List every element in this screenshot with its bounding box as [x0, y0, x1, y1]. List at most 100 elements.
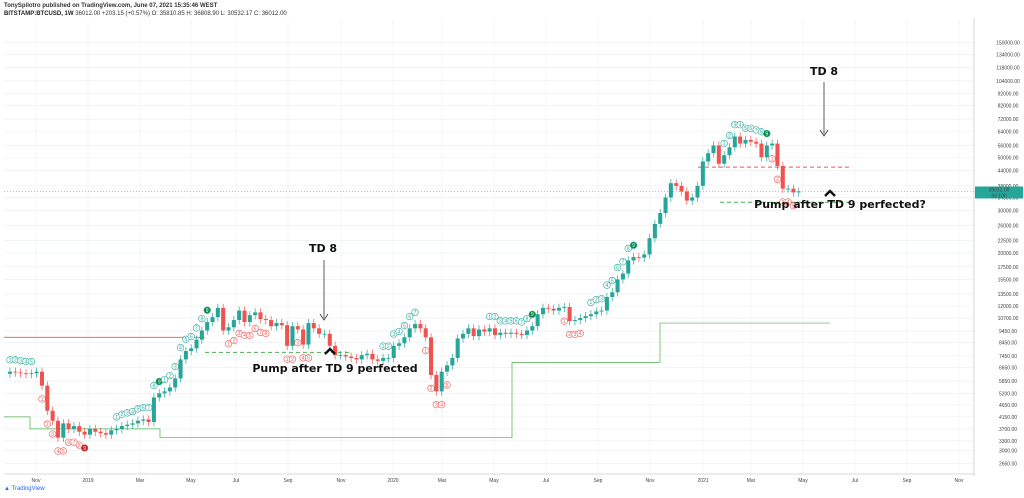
- candle-body: [626, 260, 631, 274]
- candle-body: [397, 343, 402, 346]
- candle-body: [706, 153, 711, 162]
- candle-body: [546, 307, 551, 309]
- td-count-number: 9: [765, 131, 768, 137]
- candle-body: [450, 357, 455, 366]
- candle-body: [87, 428, 92, 435]
- candle-body: [189, 348, 194, 352]
- td-count-number: 5: [30, 359, 33, 365]
- candle-body: [647, 238, 652, 255]
- td-count-marker: [288, 355, 297, 363]
- td-count-number: 4: [504, 319, 507, 325]
- td-count-marker: [763, 130, 771, 138]
- candle-body: [572, 320, 577, 322]
- candle-body: [285, 325, 290, 346]
- candle-body: [13, 371, 18, 373]
- x-tick-label: Nov: [955, 478, 964, 484]
- td-count-number: 4: [131, 409, 134, 415]
- candle-body: [738, 136, 743, 144]
- y-tick-label: 64000.00: [998, 130, 1019, 136]
- candle-body: [322, 333, 327, 335]
- td-count-marker: [560, 317, 568, 325]
- chart-header: TonySpilotro published on TradingView.co…: [4, 2, 287, 18]
- candle-body: [690, 197, 695, 201]
- td-count-number: 2: [46, 422, 49, 428]
- td-count-marker: [528, 310, 536, 318]
- x-tick-label: Nov: [337, 478, 346, 484]
- td-count-number: 1: [723, 141, 726, 147]
- td-count-number: 5: [403, 323, 406, 329]
- candle-body: [663, 197, 668, 214]
- td-count-number: 1: [41, 397, 44, 403]
- y-tick-label: 4150.00: [999, 415, 1017, 421]
- candle-body: [519, 333, 524, 335]
- td-count-number: 1: [382, 344, 385, 350]
- x-tick-label: Sep: [594, 478, 603, 484]
- caret-up-2019: [324, 347, 336, 355]
- td-count-number: 4: [179, 345, 182, 351]
- td-count-number: 7: [73, 440, 76, 446]
- x-tick-label: May: [489, 478, 499, 484]
- candle-body: [269, 320, 274, 327]
- candle-body: [775, 143, 780, 166]
- td-count-marker: [518, 318, 526, 326]
- candle-body: [711, 145, 716, 154]
- td-count-number: 9: [206, 308, 209, 314]
- candle-body: [668, 183, 673, 198]
- td-count-marker: [294, 339, 302, 347]
- candle-body: [311, 323, 316, 329]
- td-count-marker: [400, 321, 408, 330]
- candle-body: [391, 345, 396, 358]
- candle-body: [327, 333, 332, 346]
- td-count-number: 6: [616, 265, 619, 271]
- td-count-marker: [176, 343, 185, 352]
- candle-body: [93, 428, 98, 432]
- td-count-number: 5: [611, 278, 614, 284]
- candle-body: [455, 338, 460, 358]
- candle-body: [524, 330, 529, 335]
- td-count-number: 6: [515, 319, 518, 325]
- td-count-number: 3: [574, 332, 577, 338]
- candle-body: [135, 420, 140, 424]
- candle-body: [354, 357, 359, 360]
- td-count-number: 1: [563, 319, 566, 325]
- candle-body: [18, 372, 23, 374]
- td-count-marker: [384, 342, 393, 350]
- td-count-marker: [150, 382, 158, 390]
- td-count-number: 8: [760, 130, 763, 136]
- y-tick-label: 3700.00: [999, 427, 1017, 433]
- td-count-number: 1: [227, 342, 230, 348]
- td-count-number: 6: [408, 314, 411, 320]
- candle-body: [423, 328, 428, 338]
- annotation-caption-2021: Pump after TD 9 perfected?: [754, 198, 926, 211]
- candle-body: [631, 257, 636, 261]
- candle-body: [343, 355, 348, 357]
- td-count-marker: [523, 315, 531, 323]
- td-count-marker: [27, 357, 35, 366]
- y-tick-label: 15500.00: [998, 277, 1019, 283]
- td-count-number: 7: [259, 330, 262, 336]
- candle-body: [306, 323, 311, 345]
- candle-body: [556, 307, 561, 311]
- candle-body: [791, 188, 796, 193]
- td-count-marker: [198, 315, 206, 323]
- candle-body: [23, 373, 29, 375]
- td-count-number: 6: [67, 440, 70, 446]
- candle-body: [34, 371, 39, 374]
- td-count-marker: [789, 202, 798, 210]
- td-count-number: 7: [195, 326, 198, 332]
- td-count-number: 3: [51, 432, 54, 438]
- candle-body: [167, 387, 172, 392]
- caret-up-2021: [824, 189, 836, 197]
- td-count-marker: [720, 139, 728, 147]
- candle-body: [445, 365, 450, 372]
- symbol-label[interactable]: BITSTAMP:BTCUSD, 1W: [4, 11, 74, 17]
- tradingview-logo[interactable]: ▲ TradingView: [4, 486, 45, 492]
- y-tick-label: 5850.00: [999, 379, 1017, 385]
- td-count-number: 3: [781, 200, 784, 206]
- y-tick-label: 5200.00: [999, 391, 1017, 397]
- candle-body: [620, 273, 625, 280]
- x-tick-label: Nov: [32, 478, 41, 484]
- td-count-number: 2: [568, 332, 571, 338]
- x-tick-label: Jul: [543, 478, 549, 484]
